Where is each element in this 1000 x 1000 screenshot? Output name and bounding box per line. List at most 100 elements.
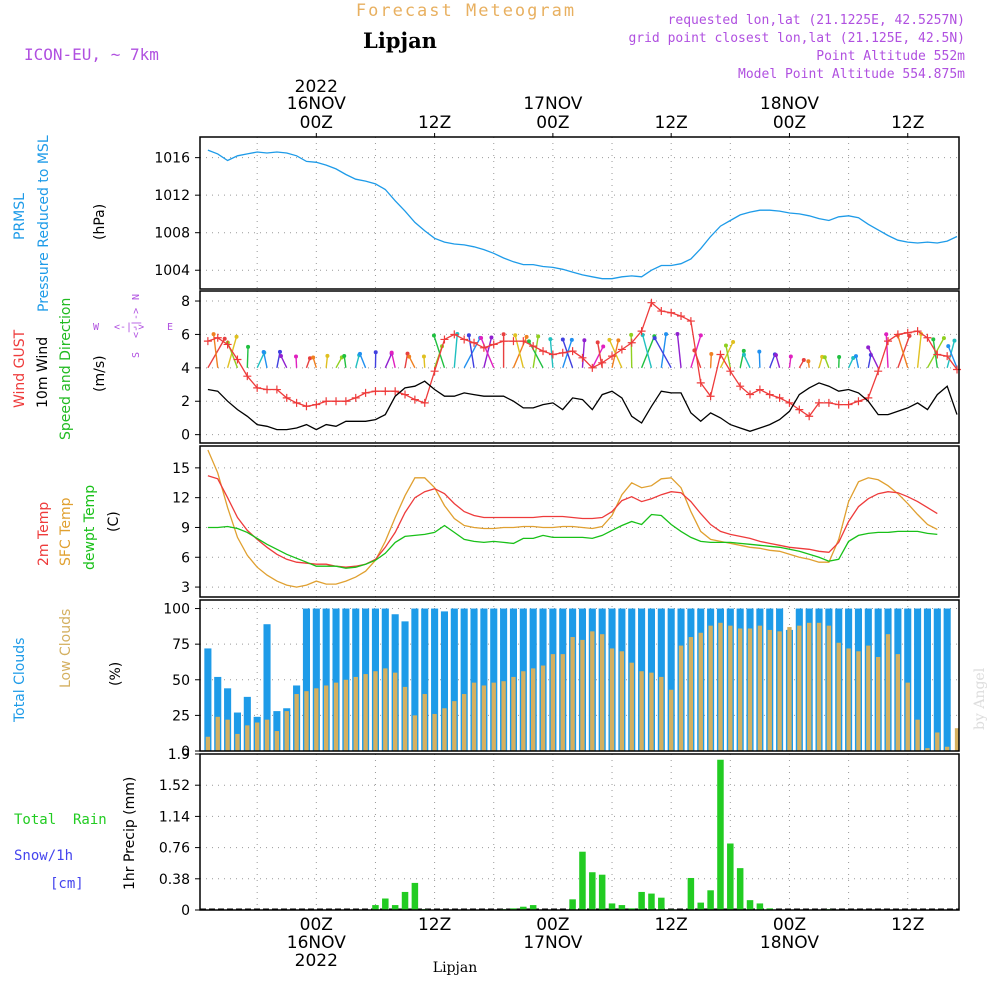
low-cloud-bar	[777, 631, 782, 751]
total-cloud-bar	[214, 676, 222, 751]
rain-bar	[638, 891, 645, 910]
gust-marker	[933, 350, 942, 359]
rain-bar	[687, 877, 695, 910]
gust-marker	[548, 350, 557, 359]
wind-arrowhead	[277, 349, 282, 354]
pressure-frame	[199, 136, 960, 290]
low-cloud-bar	[708, 625, 713, 751]
gust-marker	[736, 382, 745, 391]
sfc-label: SFC Temp	[58, 497, 74, 566]
precip-labels: 1hr Precip (mm) Total Rain Snow/1h [cm]	[14, 777, 138, 892]
wind-arrowhead	[607, 337, 612, 342]
wind-arrowhead	[664, 332, 669, 337]
top-date-label: 16NOV	[287, 94, 346, 114]
gust-marker	[312, 400, 321, 409]
low-cloud-bar	[954, 728, 960, 751]
wind-arrowhead	[342, 353, 347, 358]
low-cloud-bar	[540, 665, 546, 751]
low-cloud-bar	[757, 625, 763, 751]
low-cloud-bar	[678, 645, 684, 751]
gust-marker	[943, 352, 952, 361]
top-hour-label: 12Z	[418, 113, 451, 133]
pressure-ytick-label: 1012	[154, 188, 190, 204]
pressure-ytick-label: 1004	[154, 263, 190, 279]
compass-w: W	[93, 322, 100, 333]
low-cloud-bar	[235, 733, 240, 751]
wind-arrowhead	[837, 355, 842, 360]
wind-arrowhead	[222, 336, 227, 341]
bottom-hour-label: 00Z	[773, 915, 806, 935]
gust-marker	[854, 397, 863, 406]
low-cloud-bar	[836, 642, 841, 751]
top-hour-label: 12Z	[655, 113, 688, 133]
wind-arrowhead	[884, 332, 889, 337]
gust-marker	[213, 333, 222, 342]
low-cloud-bar	[442, 708, 447, 751]
wind-direction-arrow	[654, 337, 672, 369]
precip-ytick-label: 0	[181, 903, 190, 919]
total-cloud-bar	[923, 608, 932, 751]
credit: by Angel	[972, 667, 988, 730]
low-cloud-bar	[491, 682, 496, 751]
low-cloud-bar	[521, 671, 526, 751]
bottom-date-label: 16NOV	[287, 933, 346, 953]
wind-direction-arrow	[867, 354, 872, 368]
precip-ytick-label: 0.76	[159, 841, 190, 857]
wind-ytick-label: 0	[181, 428, 190, 444]
wind-direction-arrow	[885, 334, 889, 368]
gust-marker	[233, 355, 242, 364]
gust-marker	[499, 337, 508, 346]
low-cloud-bar	[501, 681, 506, 751]
gust-marker	[657, 307, 666, 316]
low-cloud-bar	[422, 694, 427, 751]
rain-bar	[697, 902, 704, 910]
total-cloud-bar	[204, 648, 212, 751]
low-cloud-bar	[885, 634, 891, 751]
gust-marker	[430, 367, 439, 376]
wind-unit: (m/s)	[92, 355, 108, 392]
wind-arrowhead	[952, 338, 957, 343]
wind-direction-arrow	[408, 356, 416, 369]
low-cloud-bar	[925, 748, 930, 751]
bottom-year-label: 2022	[295, 951, 338, 971]
pressure-labels: PRMSL Pressure Reduced to MSL (hPa)	[12, 135, 108, 312]
wind-arrowhead	[211, 332, 216, 337]
top-hour-label: 00Z	[300, 113, 333, 133]
compass-e: E	[167, 322, 173, 333]
total-cloud-bar	[332, 608, 340, 751]
gust-marker	[647, 298, 656, 307]
rain-bar	[589, 872, 596, 910]
total-cloud-bar	[667, 608, 675, 751]
gust-marker	[716, 350, 725, 359]
wind-arrowhead	[246, 344, 251, 349]
gust-marker	[627, 338, 636, 347]
wind-arrowhead	[466, 333, 471, 338]
low-cloud-bar	[304, 691, 309, 751]
wind-direction-arrow	[212, 334, 219, 368]
total-cloud-bar	[322, 608, 330, 751]
gust-marker	[391, 387, 400, 396]
wind-direction-arrow	[335, 357, 343, 369]
location-title: Lipjan	[363, 28, 437, 53]
cloud-labels: Total Clouds Low Clouds (%)	[12, 609, 124, 723]
gust-marker	[243, 372, 252, 381]
precip-ytick-label: 1.9	[168, 747, 190, 763]
low-cloud-bar	[876, 656, 881, 751]
low-cloud-bar	[402, 686, 408, 751]
low-cloud-bar	[698, 632, 703, 751]
wind-arrowhead	[501, 332, 506, 337]
gust-marker	[401, 390, 410, 399]
low-cloud-bar	[363, 674, 368, 751]
low-cloud-bar	[728, 625, 733, 751]
total-cloud-bar	[500, 608, 508, 751]
rain-bar	[510, 908, 517, 910]
low-cloud-bar	[570, 637, 575, 751]
temperature-ytick-label: 9	[181, 520, 190, 536]
low-cloud-bar	[580, 639, 585, 751]
wind-arrowhead	[407, 354, 412, 359]
gust-marker	[302, 402, 311, 411]
low-cloud-bar	[797, 625, 802, 751]
low-cloud-bar	[649, 672, 654, 751]
low-cloud-bar	[787, 627, 792, 751]
